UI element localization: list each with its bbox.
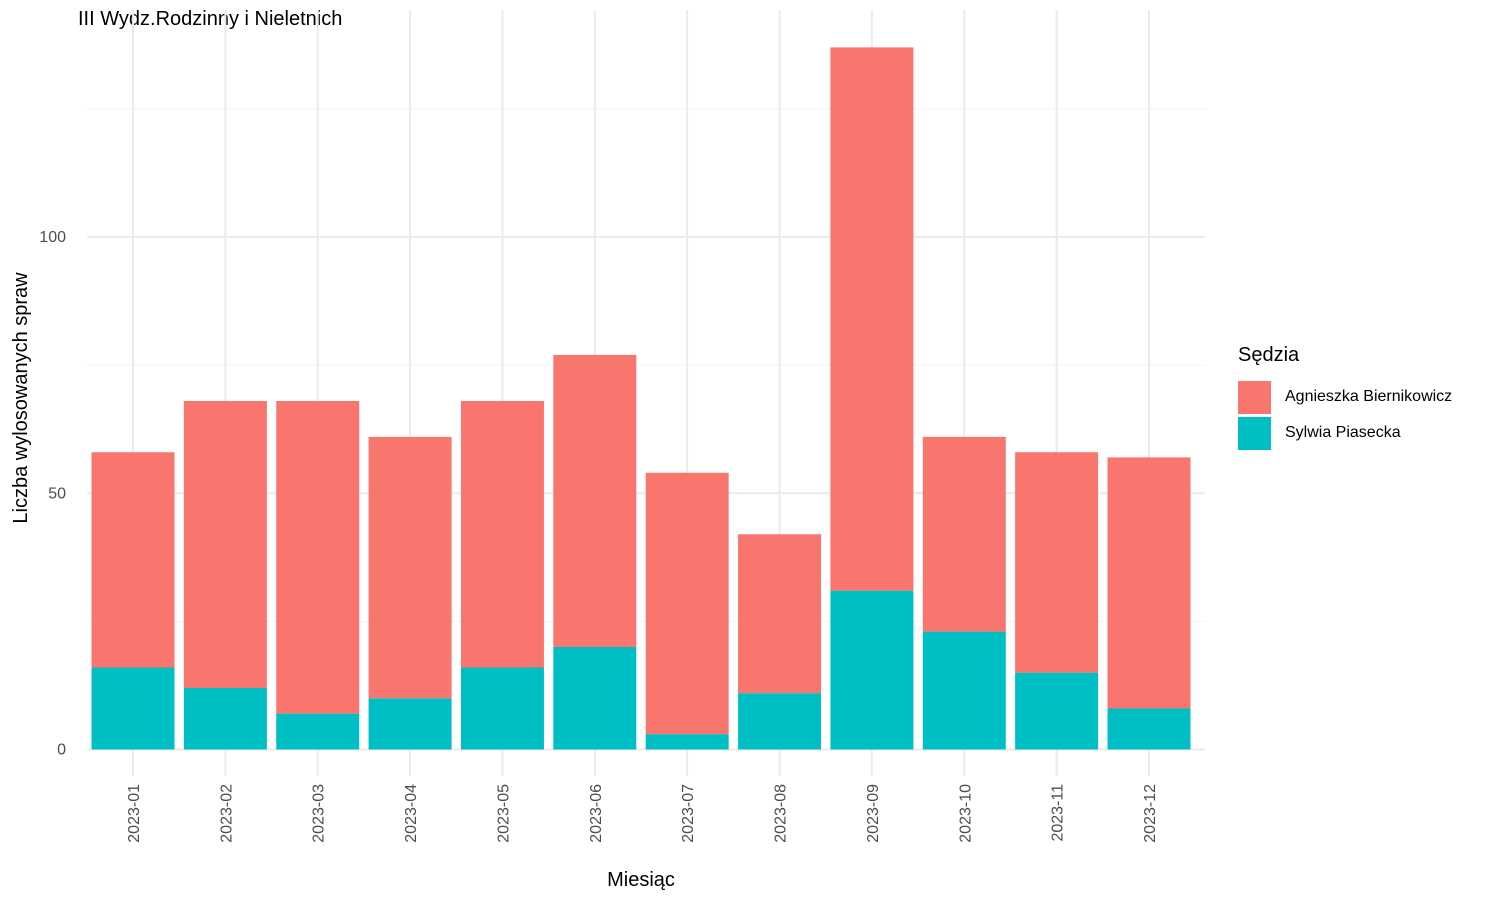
x-tick-label: 2023-10	[957, 784, 974, 843]
bar-sylwia-2023-09	[830, 590, 914, 750]
x-tick-label: 2023-07	[680, 784, 697, 843]
bar-agnieszka-2023-05	[460, 401, 544, 668]
bar-agnieszka-2023-11	[1015, 452, 1099, 673]
y-axis-label: Liczba wylosowanych spraw	[10, 272, 32, 524]
bar-sylwia-2023-12	[1107, 708, 1191, 750]
bar-sylwia-2023-11	[1015, 672, 1099, 750]
bar-sylwia-2023-01	[91, 667, 175, 750]
bar-sylwia-2023-06	[553, 647, 637, 750]
x-axis-ticks: 2023-01 2023-02 2023-03 2023-04 2023-05 2023-…	[126, 784, 1159, 843]
y-tick-label: 100	[39, 229, 66, 246]
x-tick-label: 2023-05	[495, 784, 512, 843]
chart-title: III Wydz.Rodzinny i Nieletnich	[78, 8, 343, 30]
x-tick-label: 2023-03	[311, 784, 328, 843]
bar-sylwia-2023-02	[183, 688, 267, 750]
y-axis-ticks: 0 50 100	[39, 229, 66, 759]
legend: Sędzia Agnieszka Biernikowicz Sylwia Pia…	[1238, 344, 1452, 451]
bar-agnieszka-2023-08	[738, 534, 822, 694]
legend-label-agnieszka: Agnieszka Biernikowicz	[1285, 388, 1453, 405]
x-tick-label: 2023-12	[1142, 784, 1159, 843]
bar-agnieszka-2023-01	[91, 452, 175, 668]
bar-agnieszka-2023-09	[830, 47, 914, 591]
bar-sylwia-2023-04	[368, 698, 452, 750]
y-tick-label: 0	[57, 742, 66, 759]
legend-key-agnieszka	[1238, 380, 1271, 414]
bar-agnieszka-2023-02	[183, 401, 267, 688]
x-axis-label: Miesiąc	[607, 869, 675, 891]
legend-label-sylwia: Sylwia Piasecka	[1285, 424, 1401, 441]
bar-sylwia-2023-03	[276, 713, 360, 750]
bar-agnieszka-2023-03	[276, 401, 360, 714]
y-tick-label: 50	[48, 485, 66, 502]
bars	[91, 47, 1191, 750]
bar-agnieszka-2023-04	[368, 436, 452, 699]
bar-sylwia-2023-05	[460, 667, 544, 750]
bar-agnieszka-2023-10	[922, 436, 1006, 632]
bar-sylwia-2023-08	[738, 693, 822, 750]
x-tick-label: 2023-09	[865, 784, 882, 843]
bar-agnieszka-2023-07	[645, 472, 729, 735]
legend-item-sylwia: Sylwia Piasecka	[1238, 415, 1452, 451]
x-tick-label: 2023-04	[403, 784, 420, 843]
legend-item-agnieszka: Agnieszka Biernikowicz	[1238, 379, 1452, 415]
bar-agnieszka-2023-12	[1107, 457, 1191, 709]
legend-title: Sędzia	[1238, 344, 1300, 366]
legend-key-sylwia	[1238, 416, 1271, 450]
bar-sylwia-2023-07	[645, 734, 729, 750]
x-tick-label: 2023-02	[218, 784, 235, 843]
x-tick-label: 2023-11	[1050, 784, 1067, 842]
x-tick-label: 2023-08	[773, 784, 790, 843]
bar-agnieszka-2023-06	[553, 354, 637, 647]
bar-sylwia-2023-10	[922, 631, 1006, 750]
x-tick-label: 2023-06	[588, 784, 605, 843]
x-tick-label: 2023-01	[126, 784, 143, 843]
